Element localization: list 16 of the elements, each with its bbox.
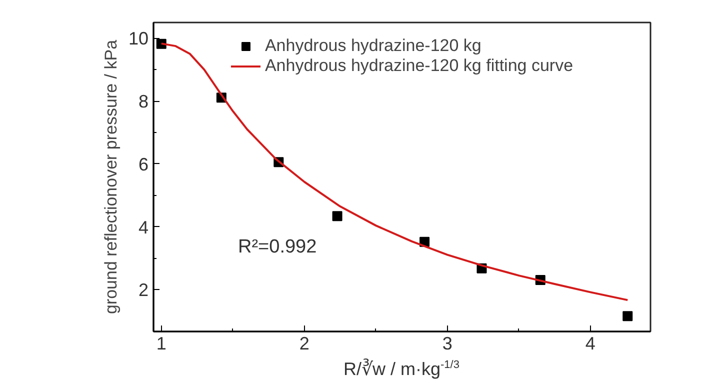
point [622,311,633,322]
legend-label: Anhydrous hydrazine-120 kg [264,36,482,56]
x-axis-title: R/∛w / m·kg$^{-1/3}$ [342,358,460,381]
legend-label: Anhydrous hydrazine-120 kg fitting curve [264,56,574,76]
point [332,211,342,222]
y-tick-label: 6 [138,154,149,174]
y-tick-label: 4 [138,217,149,238]
x-tick-label: 3 [442,334,452,354]
x-tick-label: 1 [156,334,166,354]
y-tick-label: 10 [128,28,149,49]
y-tick-label: 2 [138,280,149,300]
y-axis-title: ground reflectionover pressure / kPa [101,39,120,314]
y-tick-label: 8 [138,92,149,112]
annotation: R²=0.992 [238,236,317,258]
x-tick-label: 4 [585,334,596,354]
x-tick-label: 2 [299,334,310,354]
